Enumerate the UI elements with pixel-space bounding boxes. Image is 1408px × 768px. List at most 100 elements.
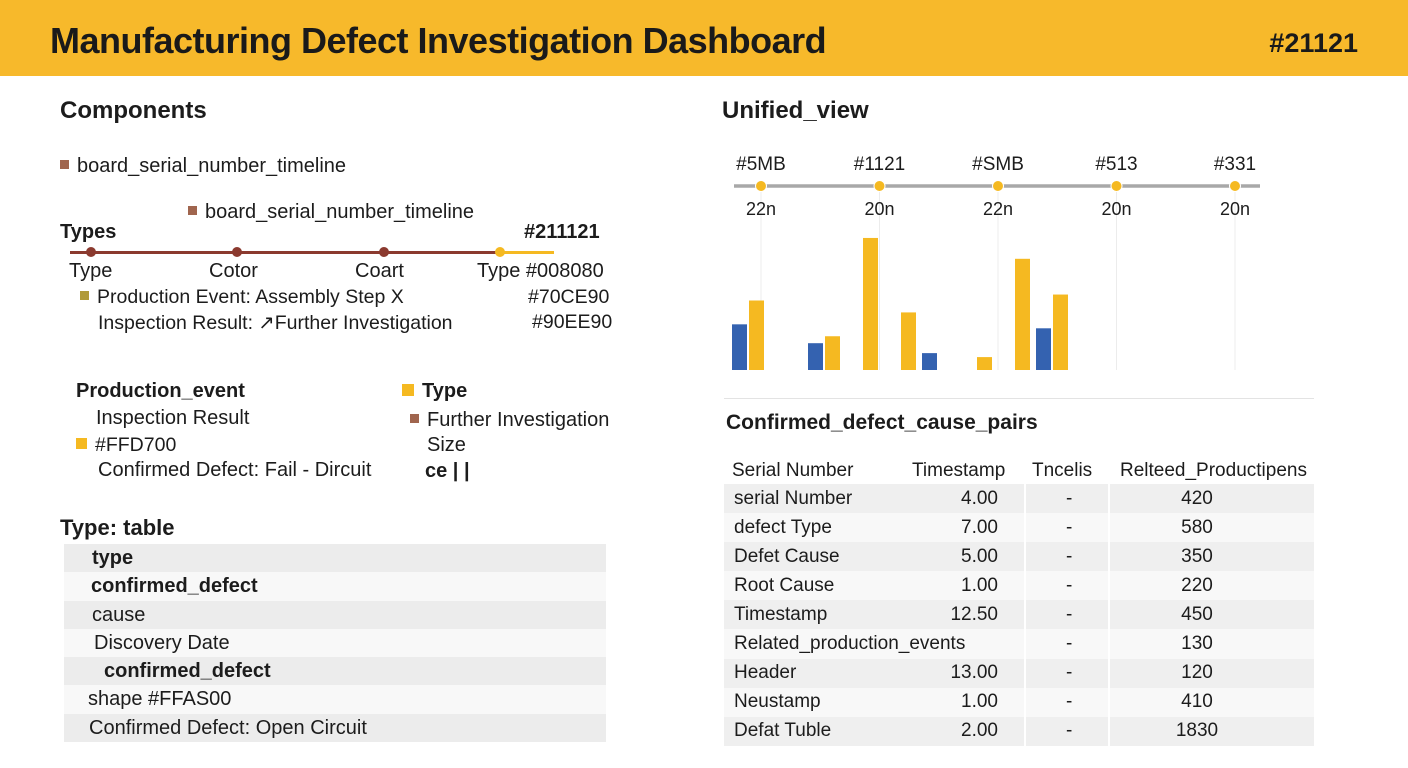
column-separator [1108, 513, 1110, 543]
types-timeline-line [70, 251, 500, 254]
timeline-point-label: #1121 [854, 154, 905, 175]
legend-line-inspection: Inspection Result: ↗Further Investigatio… [98, 312, 453, 334]
timeline-point-marker [1110, 180, 1123, 192]
cell-serial: serial Number [734, 487, 853, 509]
table-header-row: Serial Number Timestamp Tncelis Relteed_… [724, 458, 1314, 484]
types-id: #211121 [524, 221, 600, 243]
cell-tncelis: - [1066, 516, 1073, 538]
chart-bar-blue [922, 353, 937, 370]
column-separator [1108, 716, 1110, 746]
column-separator [1108, 571, 1110, 601]
size-label: Size [427, 434, 466, 456]
types-timeline-highlight [500, 251, 554, 254]
cell-timestamp: 13.00 [950, 662, 998, 684]
cell-timestamp: 1.00 [961, 691, 998, 713]
cell-related: 450 [1181, 603, 1213, 625]
timeline-point-marker [1229, 180, 1241, 192]
cell-related: 580 [1181, 516, 1213, 538]
column-separator [1024, 687, 1026, 717]
header-bar: Manufacturing Defect Investigation Dashb… [0, 0, 1408, 76]
table-row[interactable]: Header 13.00 - 120 [724, 658, 1314, 688]
column-separator [1108, 687, 1110, 717]
bullet-square-icon [60, 160, 69, 170]
timeline-point-label: #331 [1214, 154, 1256, 175]
table-row[interactable]: Neustamp 1.00 - 410 [724, 687, 1314, 717]
column-separator [1108, 658, 1110, 688]
components-item[interactable]: board_serial_number_timeline [60, 155, 346, 178]
confirmed-pairs-heading: Confirmed_defect_cause_pairs [726, 411, 1038, 434]
table-row[interactable]: serial Number 4.00 - 420 [724, 484, 1314, 514]
legend-value: #90EE90 [532, 311, 613, 333]
cell-serial: Neustamp [734, 691, 821, 713]
cell-timestamp: 1.00 [961, 574, 998, 596]
timeline-point-label: #5MB [736, 154, 786, 175]
cell-tncelis: - [1066, 691, 1073, 713]
timeline-point-marker [873, 180, 886, 192]
cell-timestamp: 4.00 [961, 487, 998, 509]
column-separator [1024, 571, 1026, 601]
column-separator [1108, 600, 1110, 630]
chart-bar-yellow [749, 300, 764, 370]
legend-value: #70CE90 [528, 286, 610, 308]
column-header[interactable]: Serial Number [732, 460, 854, 481]
cell-serial: Defet Cause [734, 545, 840, 567]
timeline-point-sublabel: 22n [983, 199, 1013, 219]
column-header[interactable]: Timestamp [912, 460, 1006, 481]
sub-item[interactable]: board_serial_number_timeline [188, 201, 474, 224]
color-swatch-icon [402, 383, 414, 396]
cell-timestamp: 12.50 [950, 603, 998, 625]
types-label: Types [60, 221, 117, 243]
table-row[interactable]: Timestamp 12.50 - 450 [724, 600, 1314, 630]
timeline-label: Type [69, 260, 113, 282]
legend-line-production: Production Event: Assembly Step X [80, 286, 404, 309]
further-investigation-legend: Further Investigation [410, 409, 609, 432]
table-row[interactable]: Defat Tuble 2.00 - 1830 [724, 716, 1314, 746]
cell-related: 130 [1181, 633, 1213, 655]
table-row[interactable]: Discovery Date [64, 628, 606, 658]
table-row[interactable]: confirmed_defect [64, 572, 606, 601]
chart-bar-yellow [1015, 258, 1030, 370]
column-separator [1024, 658, 1026, 688]
cell-related: 120 [1181, 662, 1213, 684]
ce-label: ce | | [425, 460, 470, 482]
timeline-node-active[interactable] [495, 247, 505, 257]
timeline-node[interactable] [232, 247, 242, 257]
table-row[interactable]: Confirmed Defect: Open Circuit [64, 713, 606, 743]
chart-bar-yellow [901, 312, 916, 370]
timeline-point-sublabel: 20n [864, 199, 894, 219]
column-header[interactable]: Tncelis [1032, 460, 1093, 481]
timeline-node[interactable] [379, 247, 389, 257]
sub-item-label: board_serial_number_timeline [205, 201, 475, 223]
type-table-heading: Type: table [60, 515, 175, 540]
column-separator [1108, 484, 1110, 514]
table-row[interactable]: type [64, 544, 606, 573]
table-row[interactable]: shape #FFAS00 [64, 685, 606, 714]
chart-bar-blue [1036, 328, 1051, 370]
chart-bar-blue [732, 324, 747, 370]
chart-bar-yellow [863, 237, 878, 370]
column-header[interactable]: Relteed_Productipens [1120, 460, 1307, 481]
table-row[interactable]: cause [64, 600, 606, 629]
table-row[interactable]: Defet Cause 5.00 - 350 [724, 542, 1314, 572]
table-row[interactable]: defect Type 7.00 - 580 [724, 513, 1314, 543]
confirmed-pairs-table: Serial Number Timestamp Tncelis Relteed_… [724, 458, 1314, 746]
components-item-label: board_serial_number_timeline [77, 155, 347, 177]
table-row[interactable]: Root Cause 1.00 - 220 [724, 571, 1314, 601]
bullet-square-icon [410, 414, 419, 424]
timeline-point-marker [992, 180, 1004, 192]
cell-timestamp: 7.00 [961, 516, 998, 538]
timeline-point-sublabel: 20n [1101, 199, 1131, 219]
table-row[interactable]: Related_production_events - 130 [724, 629, 1314, 659]
cell-serial: Related_production_events [734, 633, 966, 655]
type-table: type confirmed_defect cause Discovery Da… [64, 544, 606, 743]
type-legend: Type [402, 380, 467, 403]
table-row[interactable]: confirmed_defect [64, 657, 606, 686]
cell-serial: Timestamp [734, 603, 828, 625]
components-heading: Components [60, 97, 207, 124]
cell-tncelis: - [1066, 487, 1073, 509]
column-separator [1024, 542, 1026, 572]
timeline-point-label: #SMB [972, 154, 1024, 175]
timeline-node[interactable] [86, 247, 96, 257]
color-code: #FFD700 [76, 434, 176, 457]
chart-bar-yellow [825, 336, 840, 370]
